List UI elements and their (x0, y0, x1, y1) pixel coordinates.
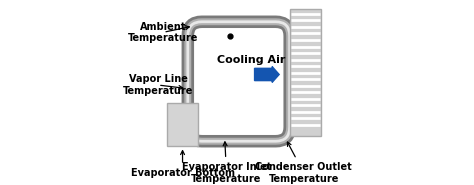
FancyBboxPatch shape (167, 102, 198, 147)
Text: Evaporator Bottom: Evaporator Bottom (130, 151, 235, 178)
Text: Cooling Air: Cooling Air (217, 56, 285, 65)
Text: Condenser Outlet
Temperature: Condenser Outlet Temperature (255, 142, 352, 184)
FancyArrow shape (255, 67, 279, 82)
Text: Evaporator Inlet
Temperature: Evaporator Inlet Temperature (182, 142, 271, 184)
Text: Ambient
Temperature: Ambient Temperature (128, 21, 199, 43)
Text: Vapor Line
Temperature: Vapor Line Temperature (123, 74, 193, 96)
FancyBboxPatch shape (290, 9, 321, 136)
